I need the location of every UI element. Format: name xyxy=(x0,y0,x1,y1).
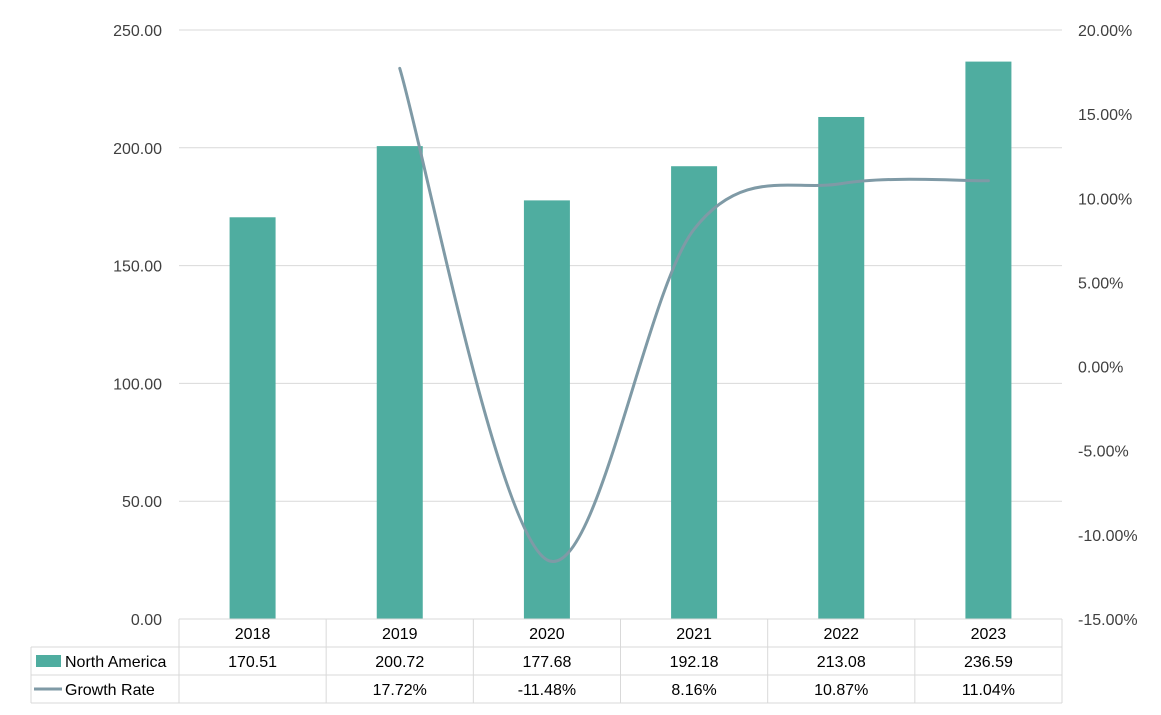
data-label-north-america: 236.59 xyxy=(964,654,1013,671)
y-right-tick-label: 5.00% xyxy=(1078,275,1123,292)
y-right-tick-label: 10.00% xyxy=(1078,191,1132,208)
bar xyxy=(818,116,865,619)
bar xyxy=(523,200,570,619)
bar xyxy=(965,61,1012,620)
y-right-tick-label: 0.00% xyxy=(1078,360,1123,377)
data-label-growth-rate: 17.72% xyxy=(373,682,427,699)
bar xyxy=(229,217,276,619)
data-label-growth-rate: -11.48% xyxy=(518,682,576,699)
x-category-label: 2022 xyxy=(823,626,859,643)
y-right-tick-label: -10.00% xyxy=(1078,528,1138,545)
data-label-growth-rate: 11.04% xyxy=(962,682,1015,699)
x-category-label: 2019 xyxy=(382,626,418,643)
legend-bar-swatch xyxy=(36,655,61,667)
growth-rate-line xyxy=(398,66,990,563)
y-left-tick-label: 0.00 xyxy=(131,612,162,629)
data-label-north-america: 177.68 xyxy=(522,654,571,671)
y-left-tick-label: 250.00 xyxy=(113,23,162,40)
x-category-label: 2020 xyxy=(529,626,565,643)
bar xyxy=(671,166,718,619)
data-label-north-america: 213.08 xyxy=(817,654,866,671)
y-right-tick-label: 15.00% xyxy=(1078,107,1132,124)
data-label-north-america: 200.72 xyxy=(375,654,424,671)
legend-label-north-america: North America xyxy=(65,654,166,671)
data-label-growth-rate: 10.87% xyxy=(814,682,868,699)
y-left-tick-label: 150.00 xyxy=(113,259,162,276)
y-right-tick-label: -15.00% xyxy=(1078,612,1138,629)
legend-label-growth-rate: Growth Rate xyxy=(65,682,155,699)
bar xyxy=(376,146,423,619)
x-category-label: 2021 xyxy=(676,626,712,643)
data-label-north-america: 192.18 xyxy=(670,654,719,671)
data-label-north-america: 170.51 xyxy=(228,654,277,671)
y-right-tick-label: -5.00% xyxy=(1078,444,1129,461)
x-category-label: 2023 xyxy=(971,626,1007,643)
y-left-tick-label: 100.00 xyxy=(113,376,162,393)
y-left-tick-label: 200.00 xyxy=(113,141,162,158)
y-right-tick-label: 20.00% xyxy=(1078,23,1132,40)
data-label-growth-rate: 8.16% xyxy=(671,682,716,699)
y-left-tick-label: 50.00 xyxy=(122,494,162,511)
x-category-label: 2018 xyxy=(235,626,271,643)
